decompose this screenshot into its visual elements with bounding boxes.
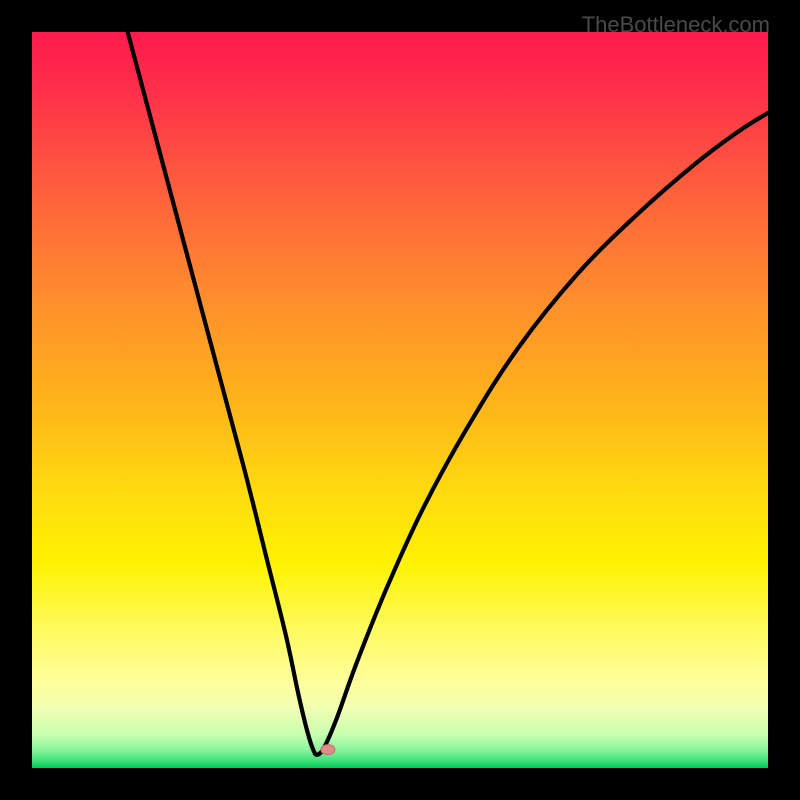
curve-path (128, 32, 768, 755)
chart-frame: TheBottleneck.com (0, 0, 800, 800)
min-marker (321, 745, 335, 755)
bottleneck-curve (32, 32, 768, 768)
plot-area (32, 32, 768, 768)
watermark-text: TheBottleneck.com (582, 12, 770, 38)
